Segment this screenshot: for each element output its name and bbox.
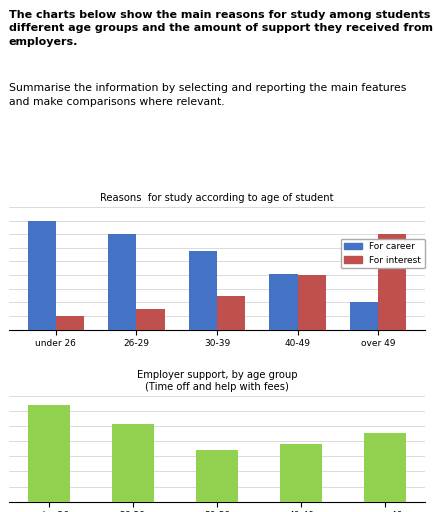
Bar — [270, 274, 298, 330]
Bar — [350, 302, 378, 330]
Bar — [364, 434, 406, 502]
Bar — [189, 250, 217, 330]
Title: Employer support, by age group
(Time off and help with fees): Employer support, by age group (Time off… — [137, 370, 297, 392]
Bar — [28, 221, 56, 330]
Bar — [298, 275, 326, 330]
Bar — [28, 404, 70, 502]
Bar — [112, 424, 154, 502]
Bar — [217, 295, 245, 330]
Title: Reasons  for study according to age of student: Reasons for study according to age of st… — [100, 194, 334, 203]
Bar — [108, 234, 136, 330]
Text: Summarise the information by selecting and reporting the main features
and make : Summarise the information by selecting a… — [9, 83, 406, 106]
Legend: For career, For interest: For career, For interest — [341, 239, 425, 268]
Bar — [136, 309, 164, 330]
Bar — [196, 450, 238, 502]
Bar — [378, 234, 406, 330]
Bar — [56, 316, 84, 330]
Bar — [280, 444, 322, 502]
Text: The charts below show the main reasons for study among students of
different age: The charts below show the main reasons f… — [9, 10, 434, 47]
